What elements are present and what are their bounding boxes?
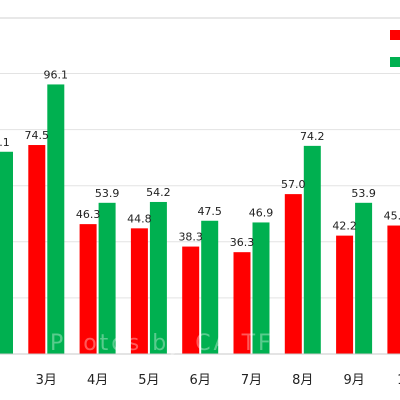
bar-7月-series-1 [233, 252, 251, 354]
data-label: 47.5 [197, 205, 222, 218]
data-label: 44.8 [127, 212, 152, 225]
data-label: 54.2 [146, 186, 171, 199]
x-tick-label: 6月 [190, 373, 211, 388]
bar-3月-series-2 [47, 84, 65, 354]
data-label: 53.9 [351, 187, 376, 200]
data-label: 53.9 [95, 187, 120, 200]
x-tick-label: 9月 [343, 373, 364, 388]
watermark: Photos by CA TF [50, 331, 274, 356]
gridlines [0, 73, 400, 299]
data-label: 74.5 [25, 129, 50, 142]
bar-10月-series-1 [387, 225, 400, 354]
data-label: 57.0 [281, 178, 306, 191]
x-tick-label: 3月 [36, 373, 57, 388]
data-label: 45.8 [384, 210, 400, 223]
bar-6月-series-1 [182, 246, 200, 354]
bar-5月-series-2 [149, 201, 167, 354]
data-label: 96.1 [44, 68, 69, 81]
data-label: 38.3 [178, 231, 203, 244]
data-label: .1 [0, 136, 10, 149]
data-labels: .1 74.5 96.1 46.3 53.9 44.8 54.2 38.3 47.5 36.3 46… [0, 68, 400, 249]
x-tick-label: 8月 [292, 373, 313, 388]
x-axis-ticks: 13月4月5月6月7月8月9月10 [36, 373, 400, 388]
bar-9月-series-1 [336, 235, 354, 354]
x-tick-label: 4月 [87, 373, 108, 388]
data-label: 74.2 [300, 130, 325, 143]
bar-8月-series-2 [303, 145, 321, 354]
legend-swatch [390, 57, 400, 67]
x-tick-label: 10 [397, 373, 400, 388]
data-label: 42.2 [332, 220, 357, 233]
data-label: 46.3 [76, 208, 101, 221]
bar-3月-series-1 [28, 145, 46, 354]
bar-4月-series-2 [98, 202, 116, 354]
bar-6月-series-2 [201, 220, 219, 354]
bar-5月-series-1 [130, 228, 148, 354]
legend [390, 30, 400, 67]
data-label: 46.9 [249, 206, 274, 219]
bar-series [0, 84, 400, 354]
legend-swatch [390, 30, 400, 40]
bar-7月-series-2 [252, 222, 270, 354]
data-label: 36.3 [230, 236, 255, 249]
bar-2月-series-2 [0, 151, 13, 354]
x-tick-label: 7月 [241, 373, 262, 388]
bar-4月-series-1 [79, 224, 97, 354]
x-tick-label: 5月 [138, 373, 159, 388]
bar-9月-series-2 [355, 202, 373, 354]
bar-8月-series-1 [284, 194, 302, 354]
